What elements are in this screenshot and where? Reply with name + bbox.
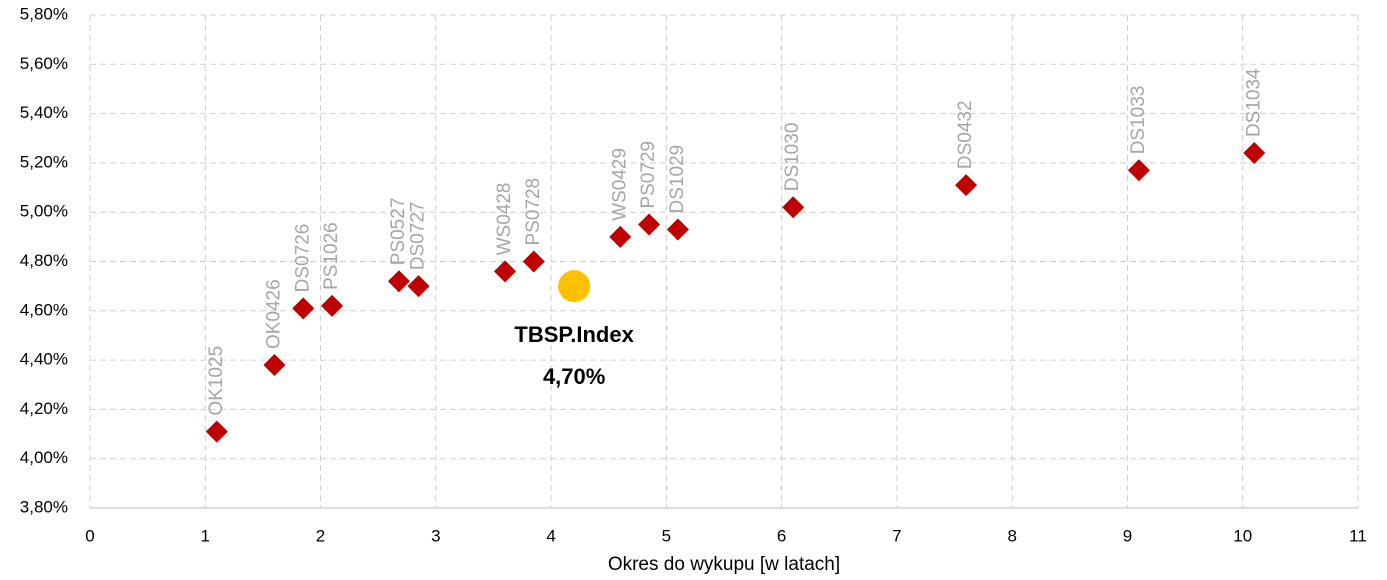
point-label: PS0527 — [388, 198, 409, 266]
x-axis-title: Okres do wykupu [w latach] — [608, 554, 840, 575]
x-tick-label: 6 — [777, 526, 786, 545]
point-label: PS0728 — [523, 178, 544, 246]
x-tick-label: 0 — [85, 526, 94, 545]
y-tick-label: 3,80% — [20, 497, 68, 516]
point-label: DS1034 — [1243, 68, 1264, 137]
y-tick-label: 4,80% — [20, 251, 68, 270]
point-label: WS0428 — [494, 182, 515, 255]
y-tick-label: 5,20% — [20, 152, 68, 171]
x-tick-label: 4 — [546, 526, 555, 545]
point-label: OK1025 — [206, 346, 227, 416]
bond-point — [955, 174, 978, 197]
y-tick-label: 5,80% — [20, 4, 68, 23]
bond-point — [493, 260, 516, 283]
bond-point — [321, 294, 344, 317]
bond-point — [609, 225, 632, 248]
x-tick-label: 2 — [316, 526, 325, 545]
point-label: DS0726 — [292, 224, 313, 293]
index-name: TBSP.Index — [514, 322, 634, 347]
point-label: PS0729 — [638, 141, 659, 209]
y-tick-label: 5,40% — [20, 103, 68, 122]
x-tick-label: 7 — [892, 526, 901, 545]
bond-point — [1127, 159, 1150, 182]
bond-point — [205, 420, 228, 443]
y-tick-label: 4,20% — [20, 399, 68, 418]
point-label: PS1026 — [321, 222, 342, 290]
bond-point — [638, 213, 661, 236]
x-tick-label: 9 — [1123, 526, 1132, 545]
bond-point — [1243, 142, 1266, 165]
point-label: DS0432 — [955, 100, 976, 169]
point-label: OK0426 — [263, 279, 284, 349]
x-tick-label: 8 — [1007, 526, 1016, 545]
point-label: DS0727 — [408, 201, 429, 270]
x-tick-label: 1 — [201, 526, 210, 545]
x-tick-label: 10 — [1233, 526, 1252, 545]
bond-point — [292, 297, 315, 320]
y-tick-label: 4,60% — [20, 300, 68, 319]
y-tick-label: 4,00% — [20, 448, 68, 467]
bond-point — [782, 196, 805, 219]
point-label: DS1030 — [782, 123, 803, 192]
index-point — [558, 270, 591, 303]
bond-point — [263, 354, 286, 377]
point-label: WS0429 — [609, 148, 630, 221]
point-label: DS1029 — [667, 145, 688, 214]
y-tick-label: 5,60% — [20, 54, 68, 73]
bond-point — [387, 270, 410, 293]
index-value-label: 4,70% — [543, 364, 605, 389]
bond-point — [522, 250, 545, 273]
y-tick-label: 5,00% — [20, 202, 68, 221]
x-tick-label: 5 — [662, 526, 671, 545]
point-label: DS1033 — [1128, 86, 1149, 155]
x-tick-label: 3 — [431, 526, 440, 545]
bond-point — [407, 275, 430, 298]
y-tick-label: 4,40% — [20, 350, 68, 369]
bond-point — [666, 218, 689, 241]
x-tick-label: 11 — [1349, 526, 1367, 545]
